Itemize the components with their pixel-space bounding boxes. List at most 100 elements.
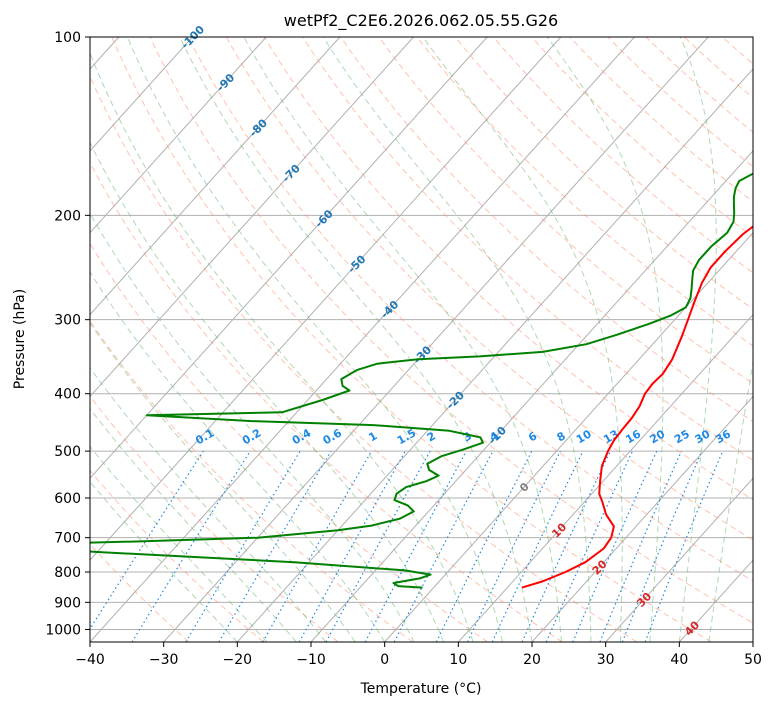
dry-adiabat [90, 161, 563, 642]
dry-adiabat [683, 37, 753, 99]
moist-adiabat [90, 445, 268, 642]
x-tick-label: 10 [449, 652, 467, 668]
moist-adiabat [422, 37, 623, 642]
background-lines [90, 37, 775, 642]
mixing-ratio-label: 3 [461, 429, 474, 444]
y-tick-label: 600 [54, 491, 81, 507]
isotherm-gridline [531, 395, 753, 642]
mixing-ratio-label: 2 [425, 429, 438, 444]
y-axis-ticks: 100 200 300 400 500 600 700 800 900 1000 [45, 30, 90, 638]
isotherm-gridline [90, 37, 414, 398]
mixing-ratio-label: 30 [693, 427, 713, 446]
mixing-ratio-label: 0.2 [240, 426, 263, 447]
moist-adiabat [90, 141, 445, 642]
x-tick-label: −10 [296, 652, 326, 668]
isotherm-gridline [310, 150, 753, 642]
y-tick-label: 500 [54, 444, 81, 460]
dry-adiabat [111, 37, 712, 642]
mixing-ratio-line [572, 450, 658, 642]
mixing-ratio-label: 16 [623, 427, 643, 446]
dry-adiabat [90, 543, 190, 642]
isotherm-gridline [678, 559, 753, 642]
profile-lines [90, 172, 753, 589]
mixing-ratio-line [491, 450, 584, 642]
mixing-ratio-label: 0.6 [321, 426, 345, 447]
dry-adiabat [90, 395, 339, 642]
dry-adiabat [531, 37, 753, 238]
isotherm-gridline [90, 37, 635, 642]
dry-adiabat [607, 37, 753, 168]
y-tick-label: 300 [54, 313, 81, 329]
dry-adiabat [264, 37, 753, 501]
moist-adiabat [126, 37, 503, 642]
dry-adiabat [225, 37, 753, 541]
y-tick-label: 200 [54, 208, 81, 224]
x-axis-ticks: −40 −30 −20 −10 0 10 20 30 40 50 [75, 642, 762, 668]
chart-title: wetPf2_C2E6.2026.062.05.55.G26 [284, 11, 558, 31]
mixing-ratio-line [218, 450, 332, 642]
mixing-ratio-line [621, 450, 703, 642]
mixing-ratio-label: 1 [366, 429, 379, 444]
mixing-ratio-label: 6 [526, 429, 539, 444]
mixing-ratio-label: 0.1 [193, 426, 216, 447]
dry-adiabat [493, 37, 753, 274]
isotherm-gridline [90, 37, 267, 234]
mixing-ratio-line [262, 450, 373, 642]
dry-adiabat [454, 37, 753, 310]
moist-adiabat [90, 271, 386, 642]
mixing-ratio-line [466, 450, 561, 642]
x-tick-label: 50 [744, 652, 762, 668]
x-tick-label: −30 [149, 652, 179, 668]
isotherm-gridline [90, 37, 341, 316]
mixing-ratio-label: 8 [555, 429, 568, 444]
isotherm-gridline [90, 37, 562, 561]
moist-adiabat [322, 37, 592, 642]
moist-adiabat [90, 212, 415, 642]
isotherm-gridline [236, 68, 753, 642]
x-tick-label: 20 [523, 652, 541, 668]
x-tick-label: 0 [380, 652, 389, 668]
isotherm-gridline [605, 477, 753, 642]
mixing-ratio-line [325, 450, 431, 642]
dry-adiabat [761, 37, 775, 642]
dry-adiabat [416, 37, 753, 347]
moist-adiabat [90, 51, 474, 642]
moist-adiabat [708, 359, 753, 642]
isotherm-gridline [163, 37, 709, 642]
mixing-ratio-line [599, 450, 682, 642]
isotherm-gridline [752, 641, 753, 642]
moist-adiabat [90, 481, 238, 642]
x-tick-label: 30 [597, 652, 615, 668]
moist-adiabat [678, 37, 717, 642]
y-tick-label: 900 [54, 595, 81, 611]
dry-adiabat [90, 320, 414, 642]
isotherm-gridline [384, 231, 753, 642]
moist-adiabat [90, 407, 297, 642]
mixing-ratio-line [298, 450, 406, 642]
x-tick-label: −40 [75, 652, 105, 668]
dry-adiabat [149, 37, 753, 624]
y-tick-label: 700 [54, 531, 81, 547]
mixing-ratio-label: 25 [672, 427, 692, 446]
x-tick-label: 40 [670, 652, 688, 668]
mixing-ratio-line [545, 450, 634, 642]
y-tick-label: 800 [54, 565, 81, 581]
dry-adiabat [645, 37, 753, 133]
moist-adiabat [90, 367, 327, 642]
isotherm-gridline [90, 37, 488, 480]
y-axis-title: Pressure (hPa) [12, 289, 28, 389]
y-tick-label: 1000 [45, 622, 81, 638]
moist-adiabat [90, 322, 356, 642]
mixing-ratio-line [131, 450, 251, 642]
x-axis-title: Temperature (°C) [360, 681, 482, 697]
mixing-ratio-label: 20 [648, 427, 668, 446]
plot-frame [89, 36, 754, 643]
isotherm-gridline [90, 37, 193, 152]
dry-adiabat [378, 37, 753, 385]
mixing-ratio-label: 36 [713, 427, 733, 446]
mixing-ratio-line [521, 450, 611, 642]
dry-adiabat [90, 469, 264, 642]
moist-adiabat [179, 37, 533, 642]
